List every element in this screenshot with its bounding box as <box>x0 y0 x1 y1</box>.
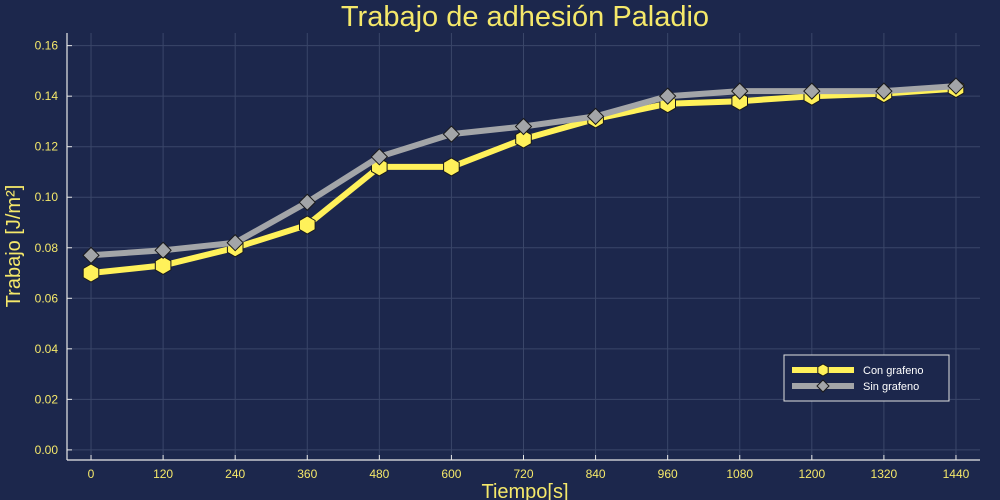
legend-entry-label: Con grafeno <box>863 365 924 377</box>
data-point <box>298 193 316 211</box>
y-tick-label: 0.10 <box>35 190 59 204</box>
series-2 <box>82 77 965 265</box>
data-point <box>370 148 389 166</box>
data-point <box>299 215 316 235</box>
axes: 0 120 240 360 480 600 720 840 960 1080 1200 1320 144… <box>35 33 980 481</box>
y-tick-label: 0.06 <box>35 291 59 305</box>
x-tick-label: 360 <box>297 467 317 481</box>
y-tick-label: 0.16 <box>35 39 59 53</box>
data-point <box>226 234 244 252</box>
y-axis-label: Trabajo [J/m²] <box>3 185 25 308</box>
x-tick-label: 840 <box>586 467 606 481</box>
data-point <box>731 82 749 100</box>
data-point <box>803 82 821 100</box>
y-tick-label: 0.14 <box>35 89 59 103</box>
data-point <box>514 117 533 136</box>
data-point <box>154 241 172 259</box>
x-tick-label: 240 <box>225 467 245 481</box>
data-point <box>443 157 460 177</box>
x-tick-label: 480 <box>369 467 389 481</box>
data-point <box>82 263 100 283</box>
data-point <box>731 91 748 111</box>
data-point <box>154 255 172 275</box>
data-point <box>442 125 461 143</box>
x-tick-label: 1320 <box>871 467 898 481</box>
legend-box <box>783 354 950 402</box>
legend-swatch-marker <box>817 363 829 377</box>
x-tick-label: 1200 <box>798 467 825 481</box>
data-point <box>515 129 532 149</box>
plot-area <box>82 77 965 283</box>
data-point <box>658 87 677 105</box>
legend-entry-label: Sin grafeno <box>863 381 919 393</box>
legend-swatch-marker <box>816 379 830 393</box>
x-tick-label: 0 <box>88 467 95 481</box>
x-tick-label: 1080 <box>726 467 753 481</box>
data-point <box>947 77 965 95</box>
y-tick-label: 0.02 <box>35 392 59 406</box>
data-point <box>586 107 605 126</box>
y-tick-label: 0.12 <box>35 140 59 154</box>
legend: Con grafeno Sin grafeno <box>783 354 950 402</box>
y-tick-label: 0.00 <box>35 443 59 457</box>
x-tick-label: 600 <box>441 467 461 481</box>
x-axis-label: Tiempo[s] <box>481 481 568 500</box>
x-tick-label: 720 <box>513 467 533 481</box>
data-point <box>82 246 100 265</box>
x-tick-label: 120 <box>153 467 173 481</box>
x-tick-label: 960 <box>658 467 678 481</box>
x-tick-label: 1440 <box>943 467 970 481</box>
data-point <box>875 82 893 100</box>
y-tick-label: 0.04 <box>35 342 59 356</box>
y-tick-label: 0.08 <box>35 241 59 255</box>
chart-title: Trabajo de adhesión Paladio <box>341 1 709 33</box>
